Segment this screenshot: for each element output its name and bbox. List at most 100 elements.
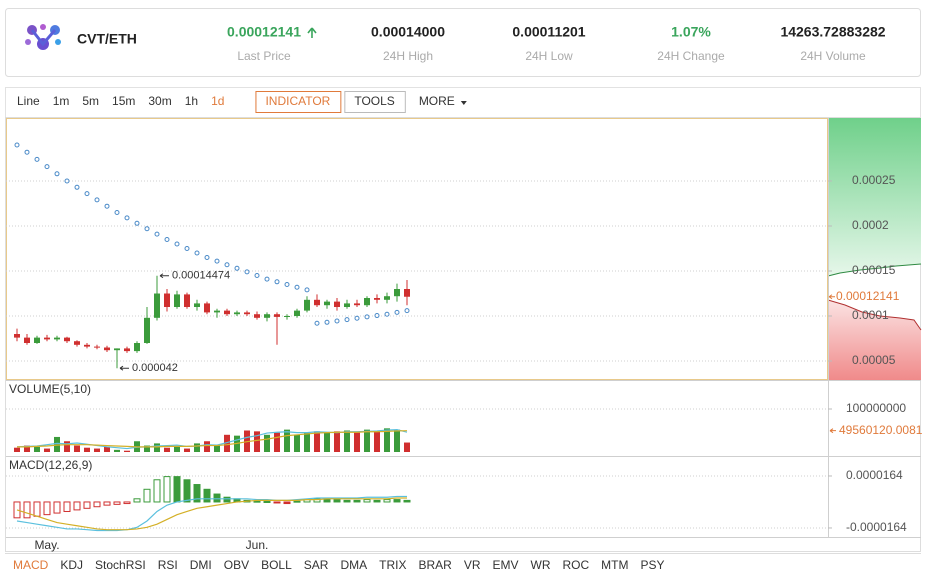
volume-bar [174, 446, 180, 452]
candle-body [74, 341, 80, 345]
indicator-tabs: MACD KDJ StochRSI RSI DMI OBV BOLL SAR DMA TRIX BR… [13, 558, 665, 572]
macd-bar [153, 479, 161, 503]
macd-bar [393, 499, 401, 503]
candle-body [364, 298, 370, 306]
sar-dot [384, 311, 390, 317]
macd-bar [23, 501, 31, 519]
stat-label: Last Price [237, 49, 291, 63]
macd-bar [213, 493, 221, 503]
macd-bar [183, 479, 191, 503]
indicator-tab[interactable]: ROC [563, 558, 590, 572]
volume-bar [274, 432, 280, 452]
interval-option[interactable]: 15m [112, 94, 135, 108]
volume-bar [314, 431, 320, 452]
sar-dot [114, 210, 120, 216]
toolbar-button[interactable]: MORE [419, 94, 467, 108]
indicator-tab[interactable]: RSI [158, 558, 178, 572]
indicator-tab[interactable]: BRAR [418, 558, 452, 572]
indicator-tab[interactable]: MACD [13, 558, 49, 572]
button-label: TOOLS [354, 94, 394, 108]
candle-body [94, 346, 100, 348]
macd-bar [143, 488, 151, 503]
toolbar-button[interactable]: INDICATOR [255, 91, 342, 113]
volume-bar [324, 432, 330, 452]
indicator-tab[interactable]: DMI [190, 558, 212, 572]
volume-bar [124, 450, 130, 452]
macd-bar [283, 501, 291, 505]
sar-dot [294, 284, 300, 290]
volume-bar [194, 443, 200, 452]
indicator-tab[interactable]: KDJ [60, 558, 83, 572]
price-panel-border [6, 118, 828, 380]
macd-bar [53, 501, 61, 514]
y-tick-label: 0.0000164 [846, 468, 903, 482]
indicator-tab[interactable]: EMV [492, 558, 518, 572]
sar-dot [34, 156, 40, 162]
candle-body [244, 312, 250, 315]
sar-dot [24, 149, 30, 155]
sar-dot [54, 171, 60, 177]
interval-option[interactable]: 30m [148, 94, 171, 108]
macd-bar [333, 499, 341, 503]
candle-body [384, 296, 390, 300]
max-annotation: 0.00014474 [172, 270, 230, 282]
macd-bar [273, 501, 281, 504]
macd-bar [203, 488, 211, 503]
interval-option[interactable]: 1h [185, 94, 198, 108]
indicator-tab[interactable]: WR [531, 558, 551, 572]
sar-dot [124, 215, 130, 221]
ma-value-arrow [829, 428, 836, 434]
toolbar-button[interactable]: TOOLS [344, 91, 406, 113]
ma10-line [17, 430, 408, 448]
candle-body [204, 303, 210, 313]
indicator-tab[interactable]: SAR [304, 558, 329, 572]
indicator-tab[interactable]: StochRSI [95, 558, 146, 572]
stat-value: 1.07% [671, 24, 711, 40]
interval-option[interactable]: 1d [211, 94, 224, 108]
volume-bar [284, 429, 290, 452]
volume-bar [34, 446, 40, 452]
indicator-tab[interactable]: TRIX [379, 558, 406, 572]
volume-bar [254, 431, 260, 452]
chart-frame [5, 117, 921, 552]
candle-body [184, 294, 190, 308]
depth-asks [828, 300, 921, 380]
indicator-tab[interactable]: BOLL [261, 558, 292, 572]
indicator-tab[interactable]: VR [464, 558, 481, 572]
volume-bar [164, 447, 170, 452]
annotation-arrow [119, 365, 129, 371]
sar-dot [404, 308, 410, 314]
sar-dot [174, 241, 180, 247]
candle-body [24, 337, 30, 344]
up-arrow-icon [307, 27, 317, 38]
interval-option[interactable]: 1m [53, 94, 70, 108]
interval-option[interactable]: 5m [82, 94, 99, 108]
volume-bar [64, 441, 70, 452]
x-tick-label: May. [34, 538, 59, 552]
stat-label: 24H Change [657, 49, 725, 63]
sar-dot [274, 279, 280, 285]
sar-dot [264, 276, 270, 282]
sar-dot [184, 246, 190, 252]
stat-value: 0.00012141 [227, 24, 301, 40]
indicator-tab[interactable]: OBV [224, 558, 249, 572]
sar-dot [84, 191, 90, 197]
stat-label: 24H Low [525, 49, 573, 63]
sar-dot [324, 319, 330, 325]
indicator-tab[interactable]: DMA [340, 558, 367, 572]
dropdown-caret [460, 101, 467, 105]
depth-asks-edge [827, 299, 922, 331]
header-box [5, 8, 921, 77]
indicator-tab[interactable]: MTM [601, 558, 628, 572]
macd-bar [253, 500, 261, 503]
candle-body [14, 334, 20, 338]
candle-body [264, 314, 270, 318]
volume-bar [394, 429, 400, 452]
candle-body [304, 299, 310, 311]
macd-bar [193, 484, 201, 503]
indicator-tab[interactable]: PSY [641, 558, 665, 572]
interval-option[interactable]: Line [17, 94, 40, 108]
macd-bar [93, 501, 101, 508]
